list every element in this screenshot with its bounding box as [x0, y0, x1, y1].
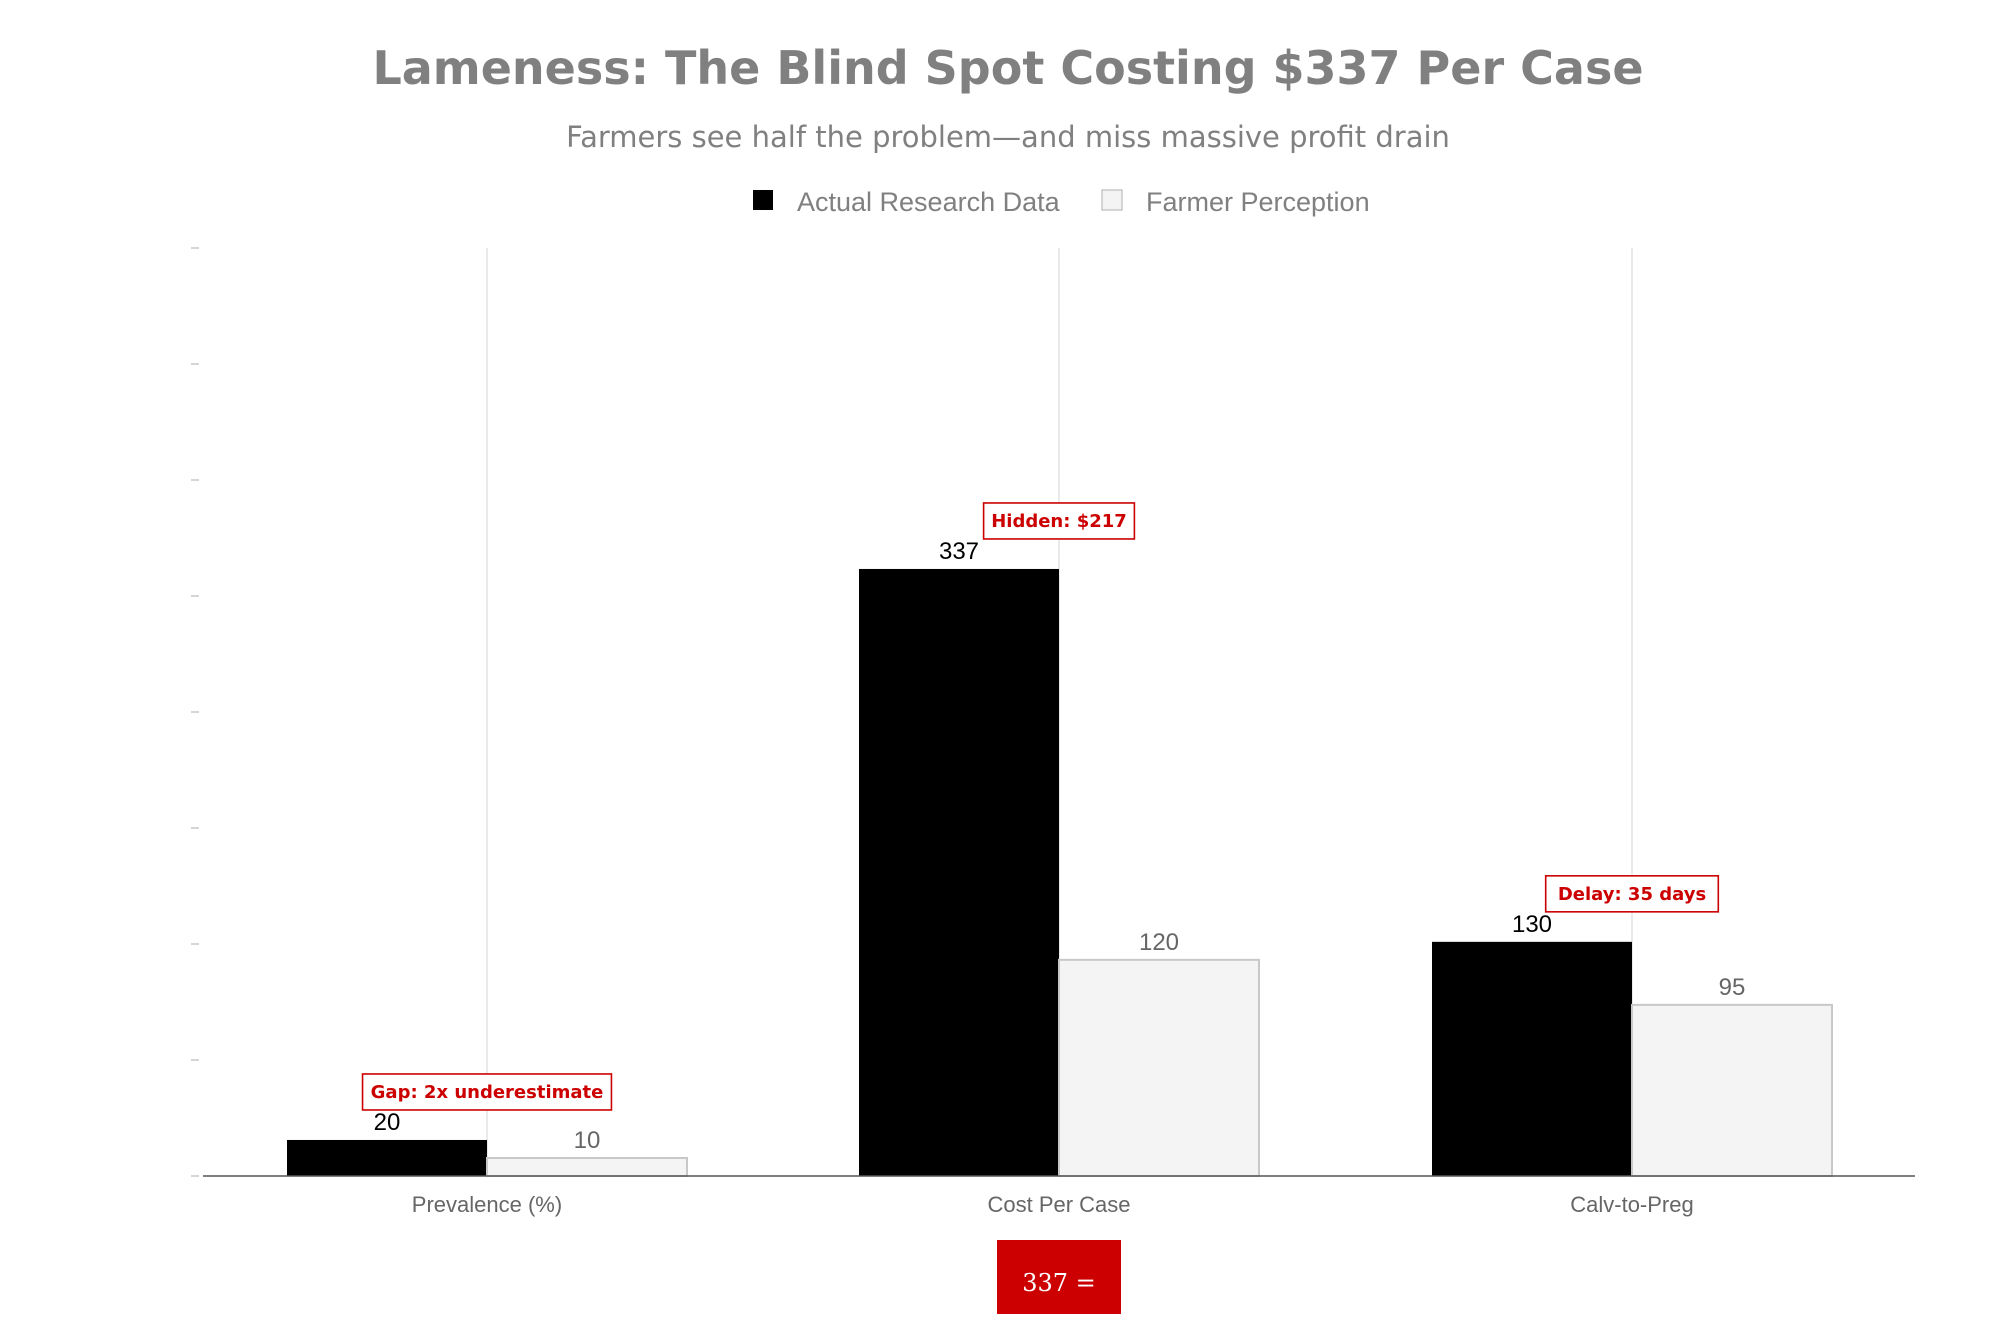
category-labels: Prevalence (%) Cost Per Case Calv-to-Preg	[412, 1192, 1694, 1217]
y-axis-ticks	[191, 247, 199, 1177]
annotation-box	[982, 502, 1136, 540]
chart-subtitle: Farmers see half the problem—and miss ma…	[566, 120, 1450, 154]
bar-actual	[287, 1139, 487, 1176]
legend-label-actual: Actual Research Data	[797, 187, 1061, 217]
bar-perception	[1631, 1003, 1833, 1178]
value-labels: 20 337 130 10 120 95	[374, 538, 1746, 1154]
summary-badge-box	[997, 1240, 1121, 1314]
summary-badge: 337 =	[997, 1240, 1121, 1314]
legend-swatch-actual	[753, 190, 773, 210]
legend-label-perception: Farmer Perception	[1146, 187, 1370, 217]
value-label-actual: 130	[1512, 911, 1552, 938]
category-label: Cost Per Case	[987, 1192, 1130, 1217]
annotation-text: Delay: 35 days	[1558, 884, 1706, 905]
value-label-perception: 120	[1139, 929, 1179, 956]
value-label-actual: 20	[374, 1109, 401, 1136]
summary-badge-text: 337 =	[1022, 1269, 1096, 1297]
value-label-actual: 337	[939, 538, 979, 565]
value-label-perception: 95	[1719, 974, 1746, 1001]
bar-perception	[1058, 958, 1260, 1177]
annotation: Delay: 35 days	[1544, 875, 1720, 913]
chart-title: Lameness: The Blind Spot Costing $337 Pe…	[372, 41, 1643, 95]
annotations: Gap: 2x underestimate Hidden: $217 Delay: …	[361, 502, 1720, 1111]
annotation: Gap: 2x underestimate	[361, 1073, 613, 1111]
value-label-perception: 10	[574, 1127, 601, 1154]
annotation: Hidden: $217	[982, 502, 1136, 540]
annotation-box	[361, 1073, 613, 1111]
annotation-text: Gap: 2x underestimate	[371, 1082, 604, 1103]
legend: Actual Research Data Farmer Perception	[753, 187, 1370, 217]
bar-actual	[1432, 941, 1632, 1176]
chart-header: Lameness: The Blind Spot Costing $337 Pe…	[372, 41, 1643, 154]
bar-perception	[486, 1156, 688, 1178]
annotation-box	[1544, 875, 1720, 913]
category-label: Calv-to-Preg	[1570, 1192, 1693, 1217]
legend-swatch-perception	[1101, 189, 1123, 211]
bars	[287, 568, 1833, 1178]
bar-actual	[859, 568, 1059, 1176]
annotation-text: Hidden: $217	[991, 511, 1127, 532]
category-label: Prevalence (%)	[412, 1192, 562, 1217]
